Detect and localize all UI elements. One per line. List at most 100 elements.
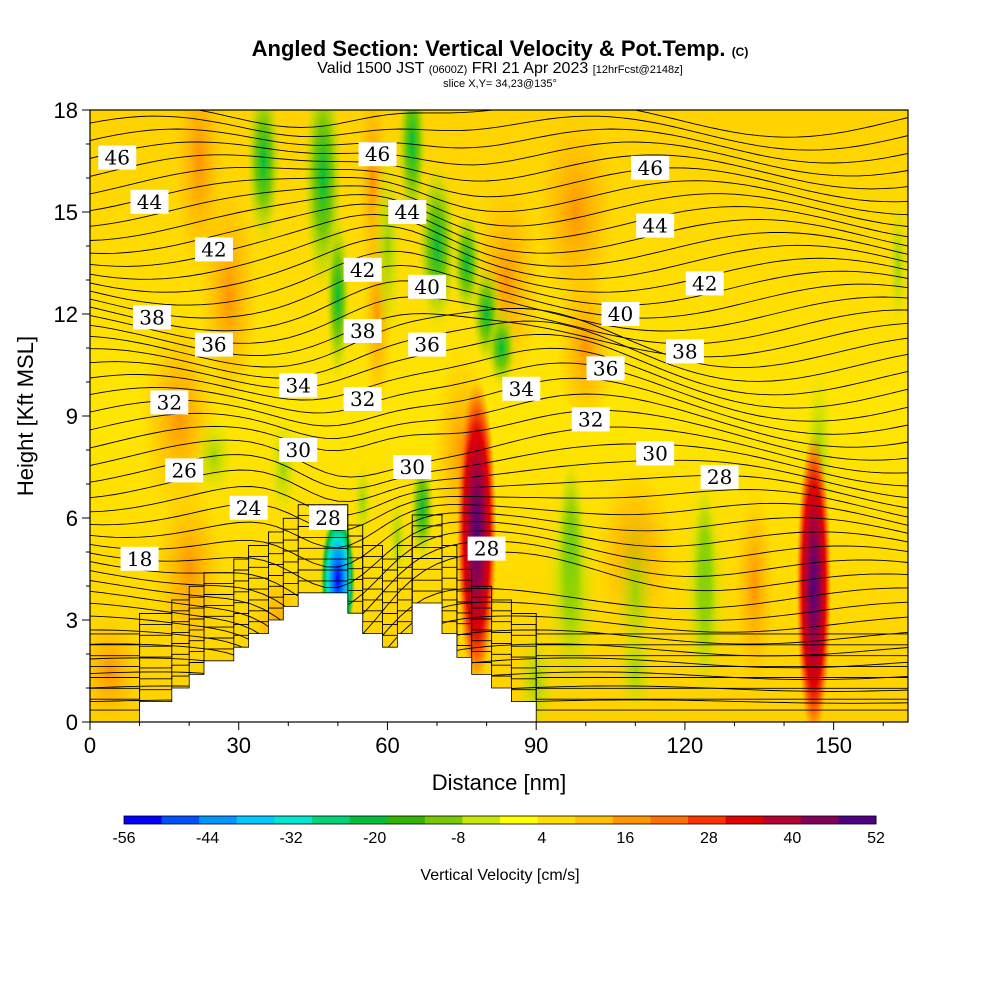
velocity-cell (352, 460, 373, 542)
colorbar-tick-label: 52 (867, 830, 885, 847)
colorbar-swatch (312, 816, 351, 824)
theta-contour (90, 115, 908, 151)
plot-area (90, 110, 908, 722)
colorbar-swatch (725, 816, 764, 824)
colorbar-swatch (838, 816, 877, 824)
colorbar-swatch (124, 816, 163, 824)
theta-contour (90, 443, 908, 490)
svg-text:26: 26 (171, 458, 196, 482)
theta-label: 30 (393, 455, 432, 479)
theta-contour (90, 615, 908, 711)
theta-label: 18 (120, 546, 159, 571)
svg-text:38: 38 (350, 319, 375, 343)
theta-contour (90, 558, 908, 689)
colorbar: -56 -44 -32 -20 -8 4 16 28 40 52 (112, 815, 885, 847)
theta-label: 38 (132, 305, 171, 330)
velocity-cell (543, 473, 599, 712)
theta-contour (90, 526, 908, 657)
theta-label: 42 (343, 257, 382, 282)
velocity-cell (246, 110, 281, 246)
theta-contour (90, 141, 908, 177)
svg-text:30: 30 (285, 438, 310, 462)
velocity-cell (734, 484, 775, 688)
theta-contour (90, 185, 908, 227)
x-axis: 0 30 60 90 120 150 (84, 722, 884, 758)
theta-label: 34 (279, 373, 318, 398)
theta-contour (90, 264, 908, 319)
svg-text:36: 36 (593, 356, 618, 380)
theta-label: 26 (165, 458, 204, 483)
svg-text:36: 36 (201, 333, 226, 357)
velocity-cell (194, 416, 234, 498)
theta-contour (90, 587, 908, 674)
y-tick-label: 12 (54, 302, 78, 327)
theta-contour (90, 333, 908, 396)
x-tick-label: 120 (667, 733, 704, 758)
theta-label: 40 (601, 302, 640, 326)
theta-contour (90, 362, 908, 422)
theta-contour (90, 547, 908, 678)
chart-subtitle-valid: Valid 1500 JST (0600Z) FRI 21 Apr 2023 [… (317, 60, 683, 77)
colorbar-tick-label: -32 (280, 830, 303, 847)
svg-text:46: 46 (637, 156, 662, 180)
theta-contour (196, 110, 908, 138)
theta-contour (90, 166, 908, 203)
theta-contour (90, 280, 908, 332)
svg-text:32: 32 (157, 390, 182, 414)
theta-contour (90, 629, 908, 722)
velocity-cell (536, 110, 616, 314)
svg-text:34: 34 (285, 373, 310, 397)
theta-contour (90, 515, 908, 646)
svg-text:46: 46 (365, 142, 390, 166)
theta-contour (90, 409, 908, 461)
theta-label: 38 (665, 339, 704, 364)
theta-label: 32 (571, 407, 610, 432)
chart-subtitle-slice: slice X,Y= 34,23@135° (443, 78, 557, 90)
y-tick-label: 18 (54, 98, 78, 123)
x-axis-label: Distance [nm] (432, 770, 567, 795)
theta-label: 36 (586, 356, 625, 381)
theta-label: 46 (358, 142, 397, 167)
colorbar-label: Vertical Velocity [cm/s] (420, 867, 579, 884)
velocity-cell (556, 263, 616, 433)
svg-text:32: 32 (350, 387, 375, 411)
theta-contour (90, 393, 908, 448)
theta-contour (90, 250, 908, 306)
colorbar-tick-label: -44 (196, 830, 219, 847)
theta-contour (90, 237, 908, 293)
y-tick-label: 0 (66, 710, 78, 735)
theta-contour (90, 347, 908, 409)
theta-contour (90, 154, 908, 190)
colorbar-tick-label: 28 (700, 830, 718, 847)
colorbar-swatch (500, 816, 539, 824)
y-axis: 0 3 6 9 12 15 18 (54, 98, 90, 735)
theta-contour (90, 177, 908, 216)
svg-text:42: 42 (350, 258, 375, 282)
svg-text:40: 40 (608, 302, 633, 326)
svg-text:30: 30 (642, 441, 667, 465)
theta-contour (90, 225, 908, 280)
x-tick-label: 60 (375, 733, 399, 758)
colorbar-tick-label: 4 (537, 830, 546, 847)
theta-contour (90, 489, 908, 532)
colorbar-tick-label: -56 (112, 830, 135, 847)
theta-label: 30 (636, 441, 675, 466)
theta-contour (90, 504, 908, 635)
theta-contour (90, 307, 908, 369)
svg-text:36: 36 (414, 333, 439, 357)
x-tick-label: 90 (524, 733, 548, 758)
theta-label: 46 (631, 155, 670, 180)
velocity-cell (486, 307, 517, 389)
colorbar-swatch (575, 816, 614, 824)
theta-contour (90, 569, 908, 700)
theta-contour (90, 320, 908, 382)
colorbar-tick-label: 40 (784, 830, 802, 847)
colorbar-swatch (763, 816, 802, 824)
x-tick-label: 150 (815, 733, 852, 758)
theta-contour (90, 521, 908, 588)
colorbar-swatch (688, 816, 727, 824)
velocity-cell (90, 616, 140, 722)
svg-text:38: 38 (672, 339, 697, 363)
theta-contour (90, 474, 908, 516)
colorbar-swatch (800, 816, 839, 824)
